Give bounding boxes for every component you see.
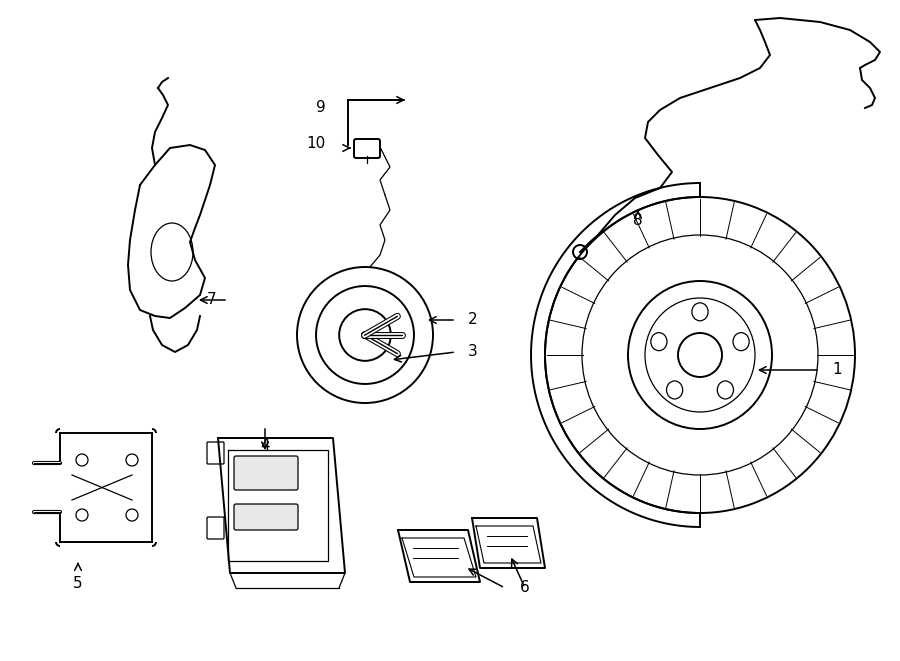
FancyBboxPatch shape xyxy=(234,456,298,490)
Text: 9: 9 xyxy=(316,100,326,116)
Text: 2: 2 xyxy=(468,313,478,327)
Text: 4: 4 xyxy=(260,438,270,453)
Text: 6: 6 xyxy=(520,580,530,596)
Circle shape xyxy=(297,267,433,403)
Text: 3: 3 xyxy=(468,344,478,360)
FancyBboxPatch shape xyxy=(207,442,224,464)
FancyBboxPatch shape xyxy=(354,139,380,158)
Circle shape xyxy=(573,245,587,259)
Text: 1: 1 xyxy=(832,362,842,377)
Text: 7: 7 xyxy=(206,293,216,307)
Circle shape xyxy=(339,309,391,361)
FancyBboxPatch shape xyxy=(234,504,298,530)
Text: 5: 5 xyxy=(73,576,83,591)
FancyBboxPatch shape xyxy=(207,517,224,539)
Circle shape xyxy=(316,286,414,384)
Text: 8: 8 xyxy=(634,213,643,228)
Text: 10: 10 xyxy=(307,136,326,151)
